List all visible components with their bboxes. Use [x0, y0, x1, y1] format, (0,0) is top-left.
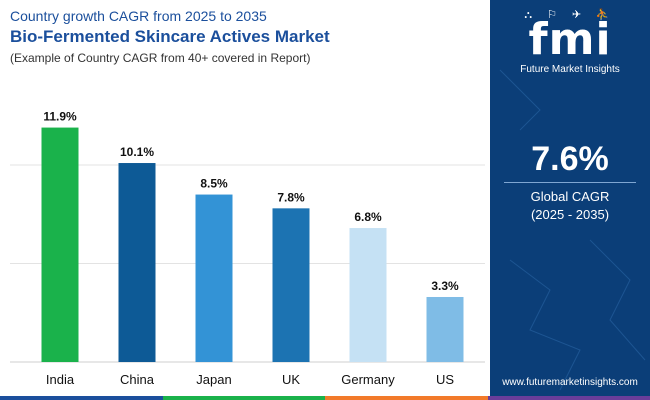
x-tick-label-uk: UK — [282, 372, 300, 387]
fmi-logo: ⛬ ⚐ ✈ ⛹ fmi Future Market Insights — [490, 8, 650, 75]
value-label-us: 3.3% — [431, 279, 459, 293]
bottom-bar-segment — [0, 396, 163, 400]
website-link[interactable]: www.futuremarketinsights.com — [502, 377, 638, 388]
bottom-color-bar — [0, 396, 650, 400]
value-label-uk: 7.8% — [277, 190, 305, 204]
chart-title: Bio-Fermented Skincare Actives Market — [10, 27, 330, 46]
cagr-label-text: Global CAGR — [530, 189, 610, 204]
header: Country growth CAGR from 2025 to 2035 Bi… — [10, 6, 330, 67]
x-tick-label-japan: Japan — [196, 372, 231, 387]
global-cagr-label: Global CAGR (2025 - 2035) — [490, 188, 650, 224]
bar-india — [41, 127, 79, 362]
bar-china — [118, 163, 156, 362]
panel-pattern — [499, 69, 646, 391]
value-label-india: 11.9% — [43, 110, 77, 124]
bottom-bar-segment — [487, 396, 650, 400]
bar-uk — [272, 208, 310, 362]
value-label-china: 10.1% — [120, 145, 154, 159]
chart-subtitle: Country growth CAGR from 2025 to 2035 — [10, 8, 267, 24]
x-tick-label-us: US — [436, 372, 454, 387]
bar-chart: 11.9% India 10.1% China 8.5% Japan 7.8% UK 6.8% G… — [10, 110, 485, 387]
global-cagr-value: 7.6% — [531, 140, 609, 178]
value-label-germany: 6.8% — [354, 210, 382, 224]
logo-text: fmi — [528, 14, 612, 65]
x-tick-label-china: China — [120, 372, 155, 387]
bar-us — [426, 296, 464, 362]
bar-germany — [349, 228, 387, 362]
cagr-divider — [504, 182, 636, 183]
x-tick-label-india: India — [46, 372, 75, 387]
brand-name: Future Market Insights — [520, 64, 620, 75]
bottom-bar-segment — [162, 396, 325, 400]
bottom-bar-segment — [325, 396, 488, 400]
x-tick-label-germany: Germany — [341, 372, 395, 387]
cagr-period-text: (2025 - 2035) — [530, 207, 610, 222]
chart-note: (Example of Country CAGR from 40+ covere… — [10, 51, 311, 65]
value-label-japan: 8.5% — [200, 177, 228, 191]
logo-icons: ⛬ ⚐ ✈ ⛹ — [524, 9, 616, 21]
summary-panel: ⛬ ⚐ ✈ ⛹ fmi Future Market Insights 7.6% … — [490, 0, 650, 400]
bar-japan — [195, 194, 233, 362]
